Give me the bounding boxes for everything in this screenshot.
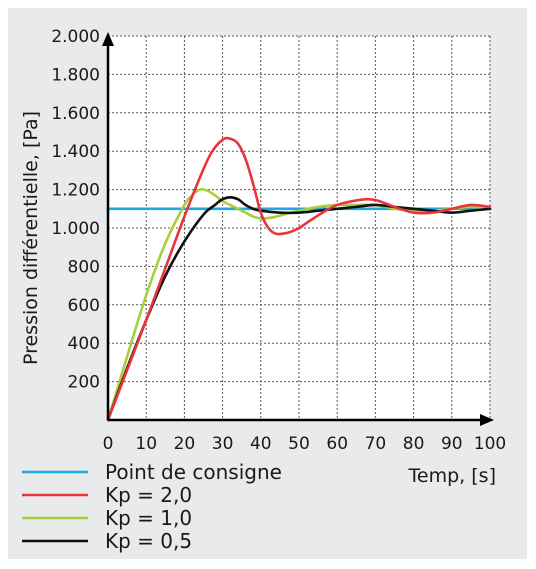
x-tick-label: 20 xyxy=(174,434,196,454)
x-tick-label: 70 xyxy=(365,434,387,454)
y-tick-label: 1.600 xyxy=(51,104,100,124)
y-tick-label: 1.200 xyxy=(51,181,100,201)
x-axis-label: Temp, [s] xyxy=(408,465,496,487)
legend-label-2: Kp = 1,0 xyxy=(105,506,192,530)
x-tick-label: 80 xyxy=(403,434,425,454)
y-axis-label: Pression différentielle, [Pa] xyxy=(20,111,42,365)
x-tick-label: 90 xyxy=(441,434,463,454)
x-tick-label: 50 xyxy=(288,434,310,454)
y-tick-label: 1.400 xyxy=(51,142,100,162)
series-lines xyxy=(106,136,492,422)
y-tick-label: 200 xyxy=(68,373,100,393)
y-tick-label: 800 xyxy=(68,257,100,277)
legend-label-0: Point de consigne xyxy=(105,460,282,484)
x-tick-label: 40 xyxy=(250,434,272,454)
y-tick-label: 600 xyxy=(68,296,100,316)
x-tick-label: 0 xyxy=(103,434,114,454)
y-tick-label: 400 xyxy=(68,334,100,354)
y-tick-label: 1.000 xyxy=(51,219,100,239)
legend-label-3: Kp = 0,5 xyxy=(105,529,192,553)
tick-labels: 0 10 20 30 40 50 60 70 80 90 100 200 400 600 800 1.000 1… xyxy=(51,27,506,454)
series-line-1 xyxy=(106,136,492,422)
legend-label-1: Kp = 2,0 xyxy=(105,483,192,507)
y-tick-label: 1.800 xyxy=(51,65,100,85)
x-tick-label: 10 xyxy=(135,434,157,454)
x-axis-arrow xyxy=(480,414,494,426)
axes xyxy=(102,32,494,426)
y-axis-arrow xyxy=(102,32,114,46)
y-tick-label: 2.000 xyxy=(51,27,100,47)
x-tick-label: 100 xyxy=(474,434,506,454)
x-tick-label: 30 xyxy=(212,434,234,454)
x-tick-label: 60 xyxy=(326,434,348,454)
